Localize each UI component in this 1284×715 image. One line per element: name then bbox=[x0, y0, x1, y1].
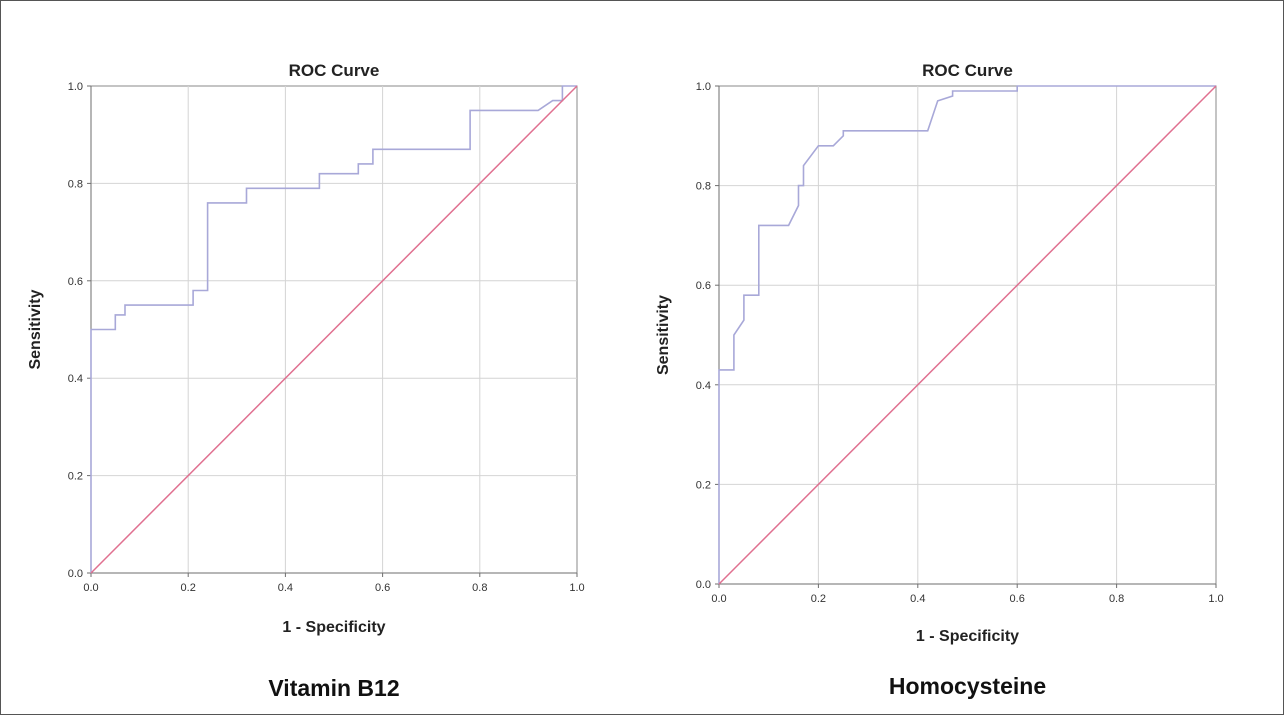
y-axis-label: Sensitivity bbox=[27, 289, 44, 369]
y-tick-label: 0.2 bbox=[68, 471, 83, 483]
chart-title: ROC Curve bbox=[289, 61, 380, 80]
x-tick-label: 0.8 bbox=[472, 582, 487, 594]
x-axis-label: 1 - Specificity bbox=[282, 619, 385, 636]
x-tick-label: 0.6 bbox=[1010, 593, 1025, 605]
x-tick-label: 0.4 bbox=[278, 582, 293, 594]
y-tick-label: 0.6 bbox=[696, 280, 711, 292]
x-tick-label: 0.8 bbox=[1109, 593, 1124, 605]
y-tick-label: 1.0 bbox=[68, 81, 83, 93]
x-tick-label: 0.6 bbox=[375, 582, 390, 594]
y-tick-label: 0.4 bbox=[696, 380, 711, 392]
y-tick-label: 0.0 bbox=[68, 568, 83, 580]
roc-curve-line bbox=[718, 85, 1216, 584]
roc-chart-2: 0.0 0.2 0.4 0.6 0.8 1.0 0.0 0.2 0.4 0.6 0.8 1.0 ROC … bbox=[655, 61, 1224, 699]
reference-diagonal-line bbox=[90, 85, 578, 574]
roc-chart-1: 0.0 0.2 0.4 0.6 0.8 1.0 0.0 0.2 0.4 0.6 0.8 1.0 ROC … bbox=[27, 61, 585, 701]
x-tick-label: 0.2 bbox=[181, 582, 196, 594]
y-axis-label: Sensitivity bbox=[655, 295, 672, 375]
y-tick-label: 0.8 bbox=[696, 181, 711, 193]
y-tick-label: 0.8 bbox=[68, 178, 83, 190]
chart-caption: Homocysteine bbox=[889, 673, 1046, 699]
x-tick-label: 0.0 bbox=[711, 593, 726, 605]
x-tick-label: 1.0 bbox=[1208, 593, 1223, 605]
chart-title: ROC Curve bbox=[922, 61, 1013, 80]
y-tick-label: 0.6 bbox=[68, 276, 83, 288]
x-tick-label: 0.0 bbox=[83, 582, 98, 594]
x-tick-label: 0.4 bbox=[910, 593, 925, 605]
y-tick-label: 0.4 bbox=[68, 373, 83, 385]
chart-caption: Vitamin B12 bbox=[268, 675, 399, 701]
y-tick-label: 0.2 bbox=[696, 479, 711, 491]
y-tick-label: 0.0 bbox=[696, 579, 711, 591]
y-tick-label: 1.0 bbox=[696, 81, 711, 93]
x-axis-label: 1 - Specificity bbox=[916, 628, 1019, 645]
reference-diagonal-line bbox=[718, 85, 1217, 585]
x-tick-label: 1.0 bbox=[569, 582, 584, 594]
x-tick-label: 0.2 bbox=[811, 593, 826, 605]
roc-curve-line bbox=[90, 85, 577, 573]
